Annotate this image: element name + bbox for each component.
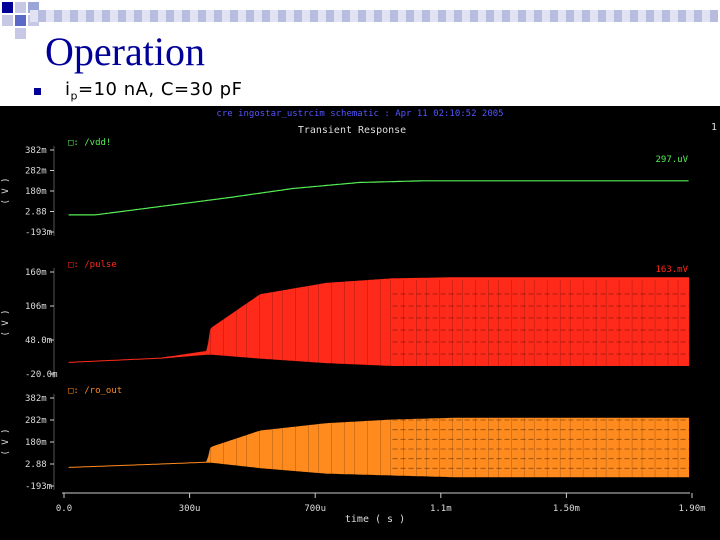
bullet-subscript: p [70,89,78,103]
y-tick-label: 2.88 [25,460,47,470]
legend-entry: □: /vdd! [68,138,111,148]
y-tick-label: -193m [25,482,52,492]
x-tick-label: 1.1m [430,504,452,514]
subplot-1: 382m 282m 180m 2.88 -193m ( V ) □: /vdd! 297.uV [1,138,689,238]
legend-entry: □: /ro_out [68,386,122,396]
y-tick-label: 282m [25,416,47,426]
y-tick-label: -193m [25,228,52,238]
slide-title: Operation [45,29,205,74]
y-tick-label: 282m [25,167,47,177]
transient-response-plot: cre ingostar_ustrcim schematic : Apr 11 … [1,109,717,525]
x-tick-label: 0.0 [56,504,72,514]
oscillation-envelope [68,417,690,478]
bullet-square-icon [34,87,41,95]
oscillation-envelope [68,277,690,366]
y-tick-label: 382m [25,394,47,404]
value-annotation: 163.mV [655,265,688,275]
simulation-title: Transient Response [298,125,406,136]
subplot-3: 382m 282m 180m 2.88 -193m ( V ) □: /ro_out [1,386,690,492]
y-tick-label: 180m [25,187,47,197]
top-checker-band [30,10,718,22]
series-line [68,180,689,216]
bullet-item: ip=10 nA, C=30 pF [34,78,242,104]
x-tick-label: 1.50m [553,504,580,514]
y-tick-label: 160m [25,268,47,278]
x-tick-label: 1.90m [678,504,705,514]
legend-entry: □: /pulse [68,260,117,270]
y-tick-label: -20.0m [25,370,58,380]
y-tick-label: 2.88 [25,208,47,218]
y-tick-label: 382m [25,146,47,156]
x-tick-label: 300u [179,504,201,514]
bullet-suffix: =10 nA, C=30 pF [78,79,243,101]
y-tick-label: 106m [25,302,47,312]
x-tick-label: 700u [304,504,326,514]
simulation-header: cre ingostar_ustrcim schematic : Apr 11 … [216,109,503,119]
y-tick-label: 180m [25,438,47,448]
value-annotation: 297.uV [655,155,688,165]
bullet-text: ip=10 nA, C=30 pF [65,79,242,103]
y-axis-label: ( V ) [1,309,11,336]
y-tick-label: 48.0m [25,336,52,346]
x-axis-label: time ( s ) [345,514,405,525]
simulation-screenshot: cre ingostar_ustrcim schematic : Apr 11 … [0,106,720,540]
corner-mark: 1 [711,122,717,133]
y-axis-label: ( V ) [1,428,11,455]
bullet-prefix: i [65,79,71,101]
y-axis-label: ( V ) [1,177,11,204]
